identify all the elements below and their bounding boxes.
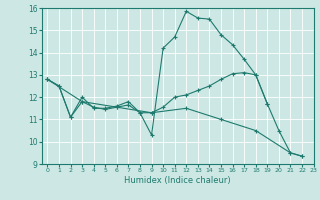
X-axis label: Humidex (Indice chaleur): Humidex (Indice chaleur) <box>124 176 231 185</box>
